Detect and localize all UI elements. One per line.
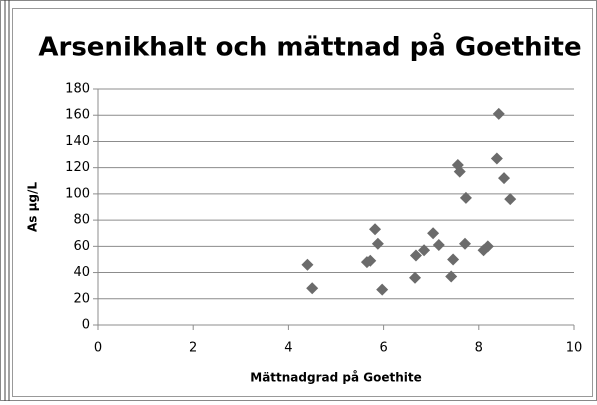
y-tick-label: 0	[82, 318, 90, 333]
point	[490, 152, 503, 165]
point	[369, 223, 382, 236]
y-tick-label: 100	[65, 186, 90, 201]
point	[409, 249, 422, 262]
point	[376, 283, 389, 296]
x-tick-label: 4	[284, 341, 292, 356]
point	[481, 240, 494, 253]
point	[409, 271, 422, 284]
point	[445, 270, 458, 283]
y-tick-label: 160	[65, 108, 90, 123]
y-tick-label: 180	[65, 82, 90, 97]
y-tick-label: 140	[65, 134, 90, 149]
x-axis-label: Mättnadgrad på Goethite	[250, 371, 421, 385]
y-tick-label: 60	[73, 239, 90, 254]
x-tick-label: 8	[475, 341, 483, 356]
point	[498, 172, 511, 185]
point	[458, 237, 471, 250]
point	[427, 227, 440, 240]
point	[418, 244, 431, 257]
point	[447, 253, 460, 266]
y-tick-label: 120	[65, 160, 90, 175]
y-axis-label: As µg/L	[26, 182, 40, 232]
y-tick-label: 20	[73, 291, 90, 306]
point	[306, 282, 319, 295]
chart-border	[12, 8, 593, 397]
point	[459, 191, 472, 204]
x-tick-label: 10	[566, 341, 583, 356]
point	[492, 107, 505, 120]
x-tick-label: 0	[94, 341, 102, 356]
point	[301, 258, 314, 271]
y-tick-label: 80	[73, 213, 90, 228]
y-tick-label: 40	[73, 265, 90, 280]
chart-title: Arsenikhalt och mättnad på Goethite	[38, 31, 581, 63]
point	[453, 165, 466, 178]
point	[364, 254, 377, 267]
x-tick-label: 6	[379, 341, 387, 356]
x-tick-label: 2	[189, 341, 197, 356]
point	[504, 193, 517, 206]
point	[432, 239, 445, 252]
point	[371, 237, 384, 250]
